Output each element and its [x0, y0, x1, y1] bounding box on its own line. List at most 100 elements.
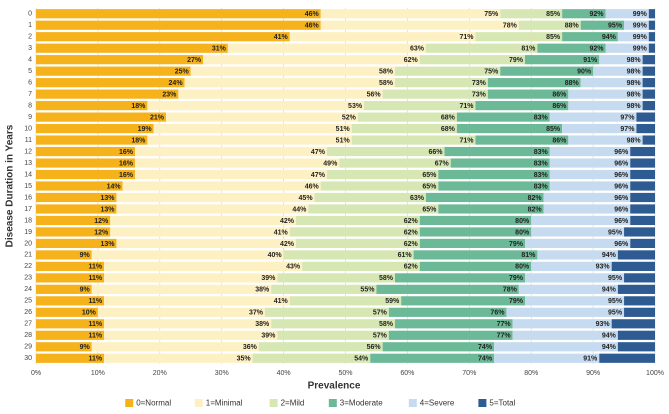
bar-segment [648, 43, 655, 53]
bar-segment [91, 284, 272, 294]
value-label: 96% [614, 241, 629, 248]
value-label: 9% [80, 287, 91, 294]
value-label: 94% [602, 287, 617, 294]
bar-segment [36, 169, 136, 180]
bar-segment [568, 101, 643, 111]
bar-segment [419, 227, 532, 237]
bar-segment [525, 273, 625, 283]
value-label: 36% [243, 344, 258, 351]
value-label: 58% [379, 275, 394, 282]
y-tick-label: 25 [24, 298, 32, 305]
bar-segment [494, 353, 600, 363]
bar-segment [630, 158, 655, 168]
value-label: 49% [323, 160, 338, 167]
bar-segment [36, 296, 105, 306]
bar-segment [184, 78, 396, 88]
bar-segment [289, 32, 476, 42]
bar-segment [320, 9, 501, 19]
value-label: 74% [478, 344, 493, 351]
x-tick-label: 60% [400, 370, 414, 377]
bar-segment [475, 32, 563, 42]
value-label: 38% [255, 321, 270, 328]
bar-segment [642, 55, 655, 65]
value-label: 11% [88, 333, 102, 340]
bar-segment [36, 9, 321, 19]
value-label: 79% [509, 241, 524, 248]
value-label: 51% [336, 137, 351, 144]
bar-segment [617, 284, 655, 294]
value-label: 42% [280, 218, 295, 225]
value-label: 83% [534, 172, 549, 179]
bar-segment [395, 273, 526, 283]
bar-segment [265, 307, 389, 317]
bar-segment [642, 101, 655, 111]
value-label: 96% [614, 206, 629, 213]
value-label: 58% [379, 69, 394, 76]
bar-segment [104, 273, 278, 283]
value-label: 11% [88, 275, 102, 282]
bar-segment [36, 319, 105, 329]
bar-segment [630, 204, 655, 214]
bar-segment [494, 342, 618, 352]
y-tick-label: 8 [28, 102, 32, 109]
bar-segment [178, 89, 383, 99]
bar-segment [308, 204, 439, 214]
bar-segment [500, 66, 594, 76]
bar-segment [36, 238, 117, 249]
bar-segment [320, 20, 519, 30]
bar-segment [531, 215, 631, 226]
value-label: 93% [596, 264, 611, 271]
bar-segment [537, 43, 606, 53]
bar-segment [617, 32, 649, 42]
value-label: 43% [286, 264, 301, 271]
bar-segment [401, 296, 526, 306]
bar-segment [370, 353, 495, 363]
value-label: 68% [441, 126, 456, 133]
value-label: 14% [107, 183, 122, 190]
bar-segment [135, 158, 340, 168]
bar-segment [36, 55, 204, 65]
legend-label: 5=Total [489, 399, 515, 408]
legend-swatch [408, 399, 417, 407]
value-label: 88% [565, 80, 580, 87]
value-label: 92% [589, 11, 604, 18]
value-label: 18% [131, 137, 146, 144]
bar-segment [624, 20, 649, 30]
bar-segment [277, 273, 396, 283]
bar-segment [487, 78, 581, 88]
bar-segment [580, 78, 643, 88]
x-tick-label: 0% [31, 370, 41, 377]
bar-segment [562, 32, 618, 42]
bar-segment [258, 342, 383, 352]
bar-segment [388, 307, 507, 317]
bar-segment [512, 319, 612, 329]
bar-segment [630, 238, 655, 249]
value-label: 74% [478, 356, 493, 363]
value-label: 51% [336, 126, 351, 133]
bar-segment [165, 112, 358, 122]
legend-swatch [328, 399, 337, 407]
value-label: 45% [299, 195, 314, 202]
bar-segment [543, 192, 631, 203]
value-label: 58% [379, 321, 394, 328]
x-tick-label: 100% [646, 370, 664, 377]
bar-segment [36, 215, 111, 226]
value-label: 12% [94, 218, 109, 225]
value-label: 13% [100, 195, 115, 202]
y-tick-label: 20 [24, 240, 32, 247]
value-label: 38% [255, 287, 270, 294]
bar-segment [549, 146, 631, 157]
value-label: 62% [404, 57, 419, 64]
bar-segment [326, 169, 439, 180]
value-label: 82% [528, 206, 543, 213]
bar-segment [549, 181, 631, 191]
value-label: 62% [404, 264, 419, 271]
y-tick-label: 28 [24, 332, 32, 339]
value-label: 56% [367, 91, 382, 98]
bar-segment [438, 181, 550, 191]
value-label: 98% [627, 91, 642, 98]
value-label: 11% [88, 298, 102, 305]
bar-segment [135, 169, 327, 180]
bar-segment [605, 9, 649, 19]
value-label: 95% [608, 23, 623, 30]
